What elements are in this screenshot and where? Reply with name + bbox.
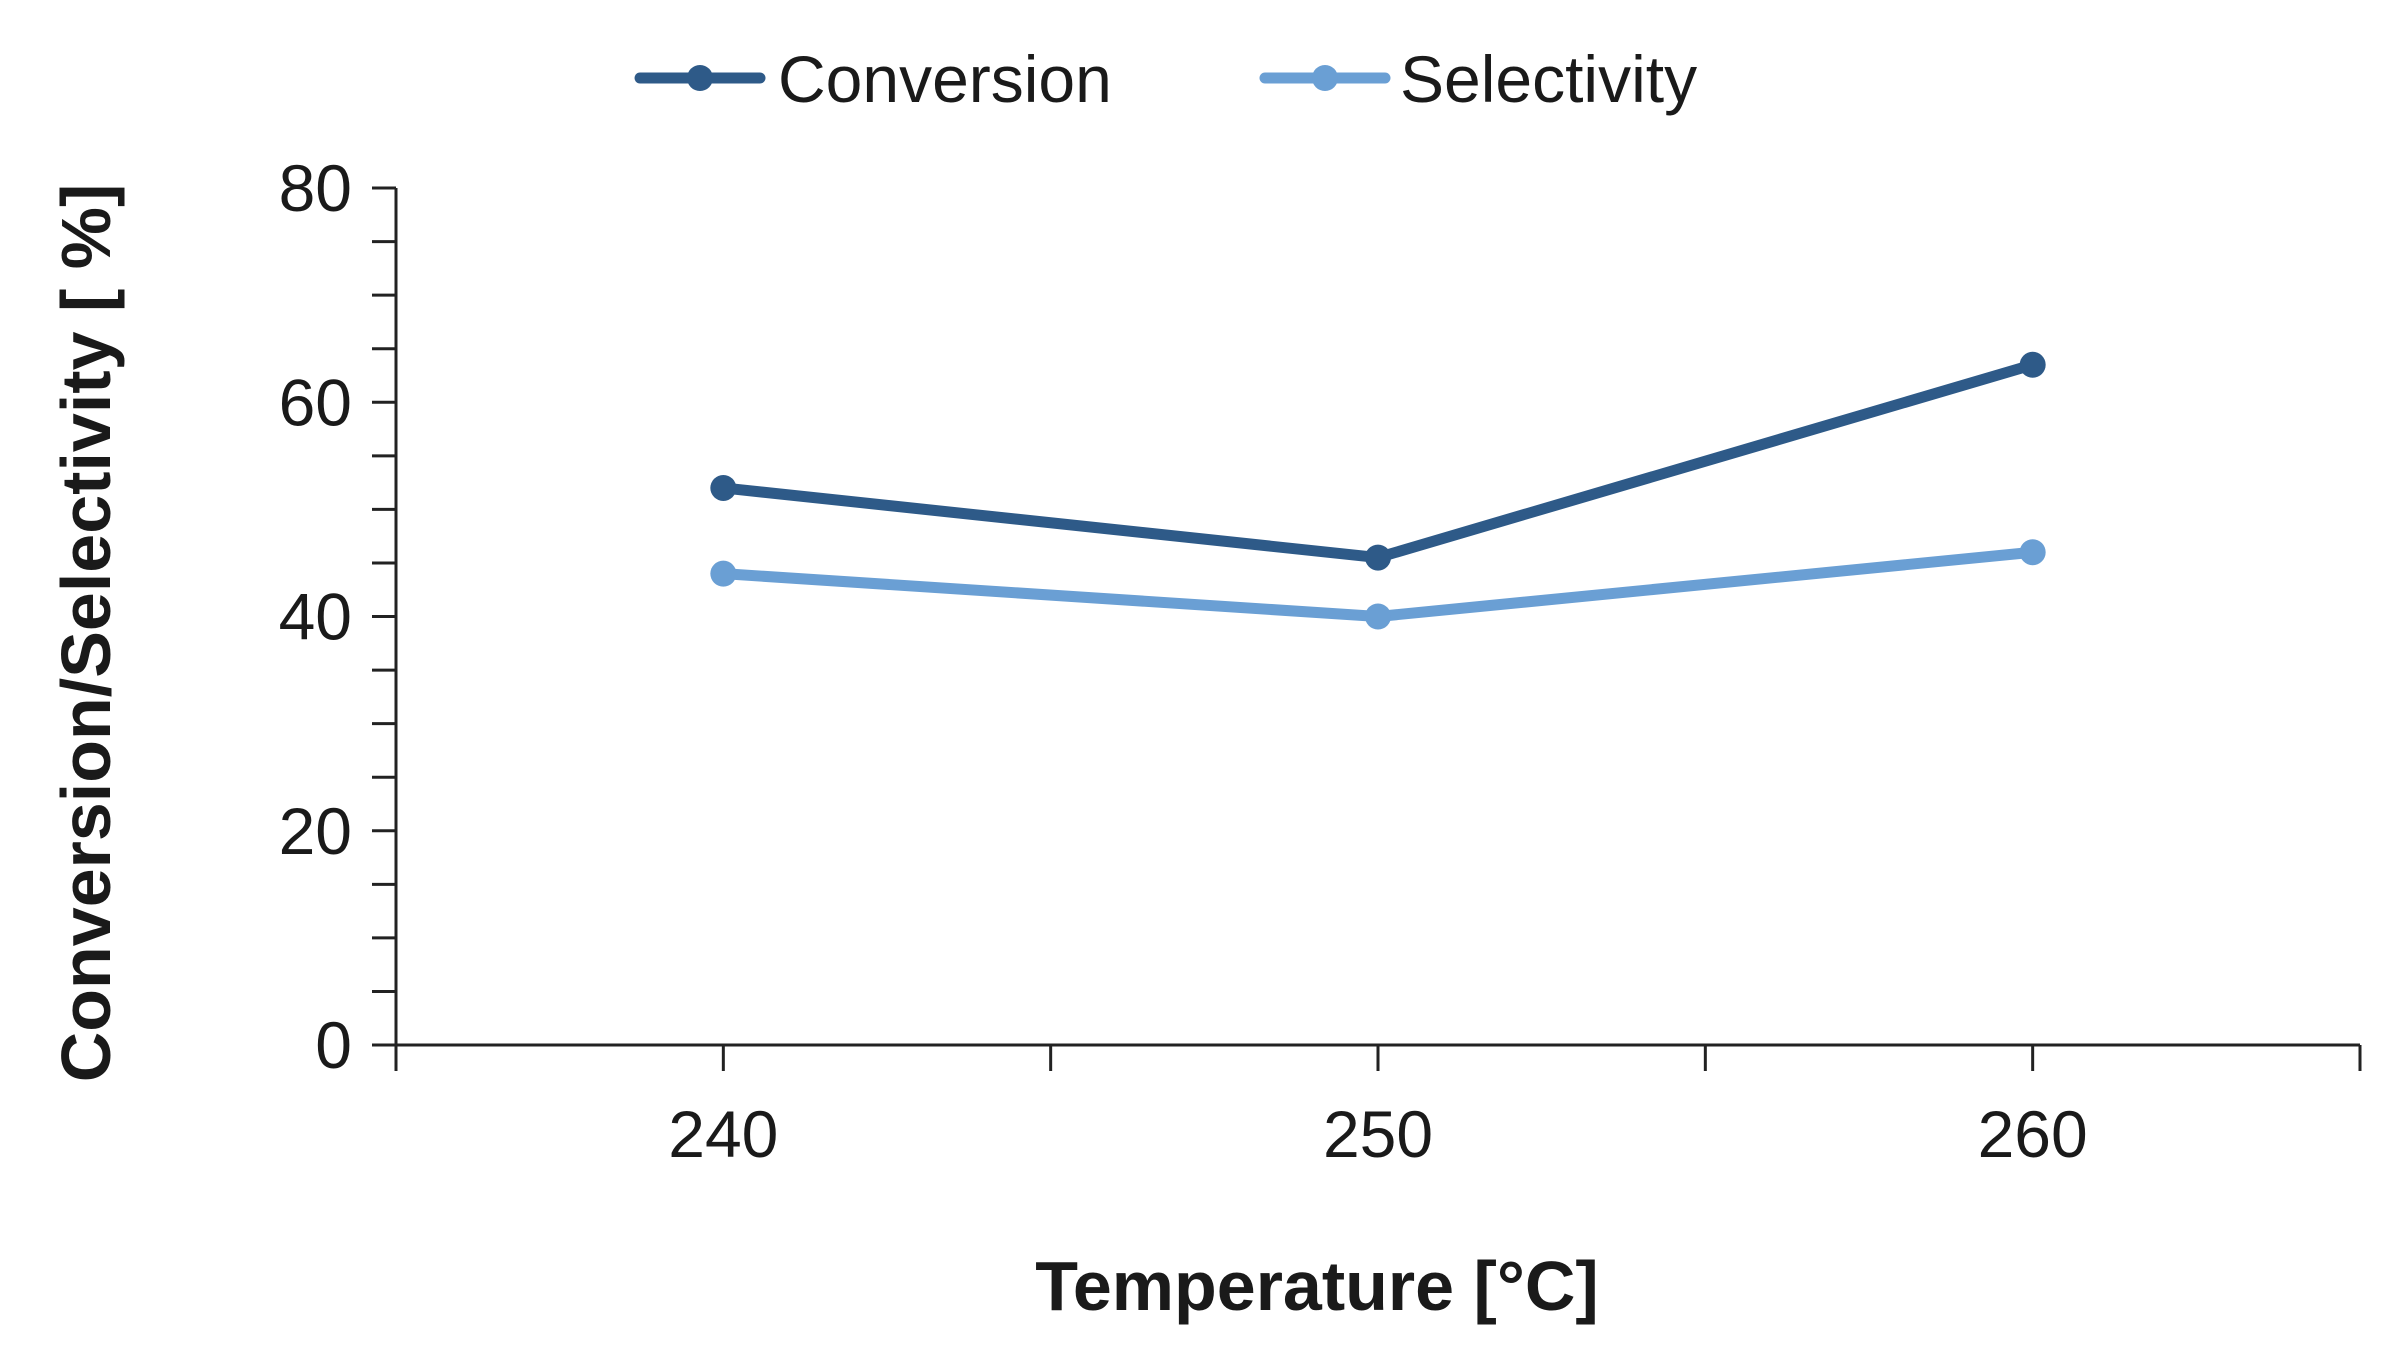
series-line-conversion [717, 359, 2039, 564]
x-ticks: 240 250 260 [394, 1045, 2362, 1171]
legend-label-selectivity: Selectivity [1400, 42, 1697, 116]
axes: 0 20 40 60 80 240 250 260 [279, 151, 2362, 1171]
x-tick-label: 240 [668, 1097, 778, 1171]
data-point-selectivity [710, 560, 737, 587]
series-layer [710, 351, 2046, 630]
y-tick-label: 60 [279, 365, 352, 439]
y-tick-label: 40 [279, 580, 352, 654]
legend-marker-conversion [687, 65, 713, 91]
series-selectivity [710, 539, 2046, 630]
series-conversion [710, 351, 2046, 571]
data-point-conversion [710, 474, 737, 501]
legend-item-selectivity: Selectivity [1259, 42, 1697, 116]
x-tick-label: 250 [1323, 1097, 1433, 1171]
y-axis-title: Conversion/Selectivity [ %] [47, 184, 125, 1083]
legend-item-conversion: Conversion [634, 42, 1112, 116]
data-point-conversion [2019, 351, 2046, 378]
legend: Conversion Selectivity [634, 42, 1697, 116]
data-point-conversion [1365, 544, 1391, 571]
legend-marker-selectivity [1312, 65, 1338, 91]
data-point-selectivity [2019, 539, 2046, 566]
x-tick-label: 260 [1978, 1097, 2088, 1171]
legend-label-conversion: Conversion [778, 42, 1112, 116]
y-ticks: 0 20 40 60 80 [279, 151, 396, 1082]
y-tick-label: 20 [279, 794, 352, 868]
data-point-selectivity [1365, 603, 1391, 630]
y-tick-label: 0 [315, 1008, 352, 1082]
x-axis-title: Temperature [°C] [1035, 1247, 1598, 1325]
y-tick-label: 80 [279, 151, 352, 225]
